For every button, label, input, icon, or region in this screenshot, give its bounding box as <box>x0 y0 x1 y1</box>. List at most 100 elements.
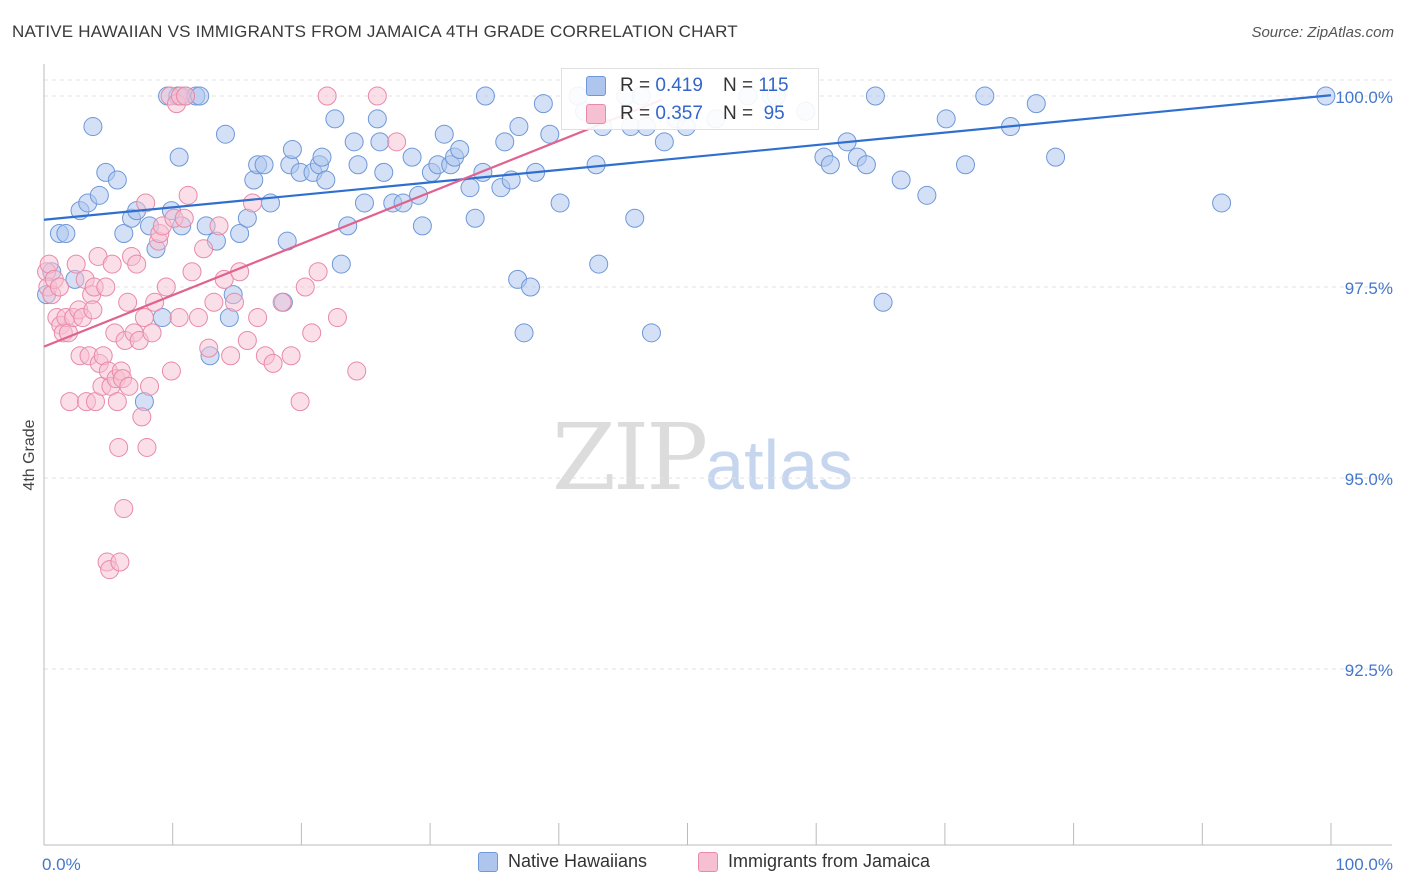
n-label: N = <box>722 103 754 124</box>
data-point-native-hawaiians <box>325 109 345 129</box>
data-point-native-hawaiians <box>450 139 470 159</box>
data-point-immigrants-from-jamaica <box>134 308 154 328</box>
data-point-immigrants-from-jamaica <box>387 132 407 152</box>
data-point-native-hawaiians <box>312 147 332 167</box>
legend-item-native-hawaiians[interactable]: Native Hawaiians <box>478 851 647 872</box>
watermark: ZIPatlas <box>552 404 853 511</box>
data-point-native-hawaiians <box>520 277 540 297</box>
r-label: R = <box>620 103 651 124</box>
data-point-immigrants-from-jamaica <box>317 86 337 106</box>
data-point-immigrants-from-jamaica <box>272 292 292 312</box>
data-point-native-hawaiians <box>370 132 390 152</box>
data-point-immigrants-from-jamaica <box>161 361 181 381</box>
r-label: R = <box>620 75 651 96</box>
data-point-immigrants-from-jamaica <box>114 499 134 519</box>
data-point-immigrants-from-jamaica <box>109 437 129 457</box>
data-point-native-hawaiians <box>344 132 364 152</box>
data-point-native-hawaiians <box>856 155 876 175</box>
data-point-immigrants-from-jamaica <box>188 308 208 328</box>
data-point-immigrants-from-jamaica <box>169 308 189 328</box>
y-tick-label: 97.5% <box>1345 279 1393 298</box>
axis-labels: 100.0% 97.5% 95.0% 92.5% 0.0% 100.0% 4th Grade <box>21 88 1393 874</box>
data-point-native-hawaiians <box>1046 147 1066 167</box>
data-point-immigrants-from-jamaica <box>118 292 138 312</box>
data-point-native-hawaiians <box>374 162 394 182</box>
data-point-native-hawaiians <box>348 155 368 175</box>
data-point-native-hawaiians <box>56 224 76 244</box>
grid-lines <box>44 79 1392 670</box>
data-point-native-hawaiians <box>282 139 302 159</box>
data-point-immigrants-from-jamaica <box>178 185 198 205</box>
data-point-native-hawaiians <box>1212 193 1232 213</box>
data-point-immigrants-from-jamaica <box>102 254 122 274</box>
n-label: N = <box>722 75 754 96</box>
stats-row-immigrants-from-jamaica: R = 0.357 N = 95 <box>562 100 785 128</box>
data-point-immigrants-from-jamaica <box>290 392 310 412</box>
y-tick-label: 95.0% <box>1345 470 1393 489</box>
data-point-immigrants-from-jamaica <box>367 86 387 106</box>
data-point-immigrants-from-jamaica <box>96 277 116 297</box>
data-point-native-hawaiians <box>89 185 109 205</box>
data-point-immigrants-from-jamaica <box>182 262 202 282</box>
data-point-immigrants-from-jamaica <box>174 208 194 228</box>
data-point-immigrants-from-jamaica <box>194 239 214 259</box>
data-point-native-hawaiians <box>891 170 911 190</box>
data-point-native-hawaiians <box>1026 94 1046 114</box>
data-point-immigrants-from-jamaica <box>209 216 229 236</box>
data-point-native-hawaiians <box>354 193 374 213</box>
y-axis-title: 4th Grade <box>21 419 38 490</box>
y-tick-label: 100.0% <box>1335 88 1393 107</box>
data-point-native-hawaiians <box>254 155 274 175</box>
data-point-native-hawaiians <box>540 124 560 144</box>
data-point-immigrants-from-jamaica <box>142 323 162 343</box>
data-point-native-hawaiians <box>412 216 432 236</box>
source-label: Source: ZipAtlas.com <box>1251 24 1394 41</box>
data-point-native-hawaiians <box>820 155 840 175</box>
data-point-immigrants-from-jamaica <box>60 392 80 412</box>
data-point-immigrants-from-jamaica <box>83 300 103 320</box>
series-legend: Native Hawaiians Immigrants from Jamaica <box>0 851 1406 877</box>
data-point-immigrants-from-jamaica <box>176 86 196 106</box>
legend-label: Immigrants from Jamaica <box>728 851 931 871</box>
data-point-immigrants-from-jamaica <box>136 193 156 213</box>
data-point-native-hawaiians <box>475 86 495 106</box>
data-point-immigrants-from-jamaica <box>221 346 241 366</box>
n-value: 115 <box>758 75 789 96</box>
x-tick-label: 100.0% <box>1335 855 1393 874</box>
data-point-immigrants-from-jamaica <box>199 338 219 358</box>
data-point-immigrants-from-jamaica <box>156 277 176 297</box>
data-point-immigrants-from-jamaica <box>66 254 86 274</box>
legend-swatch-blue <box>586 76 606 96</box>
chart-title: NATIVE HAWAIIAN VS IMMIGRANTS FROM JAMAI… <box>12 22 738 41</box>
data-point-immigrants-from-jamaica <box>204 292 224 312</box>
trend-lines <box>43 94 1332 348</box>
data-point-native-hawaiians <box>114 224 134 244</box>
data-point-native-hawaiians <box>434 124 454 144</box>
legend-item-immigrants-from-jamaica[interactable]: Immigrants from Jamaica <box>698 851 930 872</box>
legend-label: Native Hawaiians <box>508 851 648 871</box>
data-point-native-hawaiians <box>625 208 645 228</box>
axes <box>43 64 1392 846</box>
watermark-zip: ZIP <box>552 404 708 511</box>
data-point-native-hawaiians <box>936 109 956 129</box>
data-point-immigrants-from-jamaica <box>308 262 328 282</box>
trend-line-native-hawaiians <box>43 94 1332 221</box>
data-point-native-hawaiians <box>955 155 975 175</box>
data-point-native-hawaiians <box>917 185 937 205</box>
data-point-native-hawaiians <box>641 323 661 343</box>
legend-swatch-pink <box>586 104 606 124</box>
data-point-native-hawaiians <box>460 178 480 198</box>
n-value: 95 <box>763 103 785 124</box>
data-point-immigrants-from-jamaica <box>119 376 139 396</box>
r-value: 0.419 <box>655 75 703 96</box>
legend-swatch-blue <box>478 851 498 872</box>
stats-row-native-hawaiians: R = 0.419 N = 115 <box>562 72 789 100</box>
legend-swatch-pink <box>698 851 718 872</box>
data-point-native-hawaiians <box>654 132 674 152</box>
watermark-atlas: atlas <box>705 426 854 504</box>
data-point-native-hawaiians <box>402 147 422 167</box>
data-point-immigrants-from-jamaica <box>237 330 257 350</box>
data-point-native-hawaiians <box>169 147 189 167</box>
data-point-immigrants-from-jamaica <box>347 361 367 381</box>
